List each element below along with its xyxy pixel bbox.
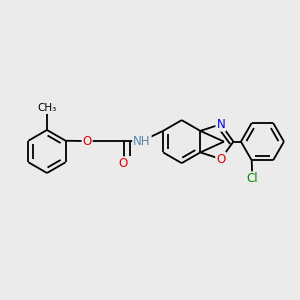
Text: O: O	[216, 152, 225, 166]
Text: Cl: Cl	[247, 172, 258, 185]
Text: O: O	[82, 134, 92, 148]
Text: N: N	[216, 118, 225, 131]
Text: O: O	[119, 157, 128, 170]
Text: CH₃: CH₃	[38, 103, 57, 113]
Text: NH: NH	[133, 134, 151, 148]
